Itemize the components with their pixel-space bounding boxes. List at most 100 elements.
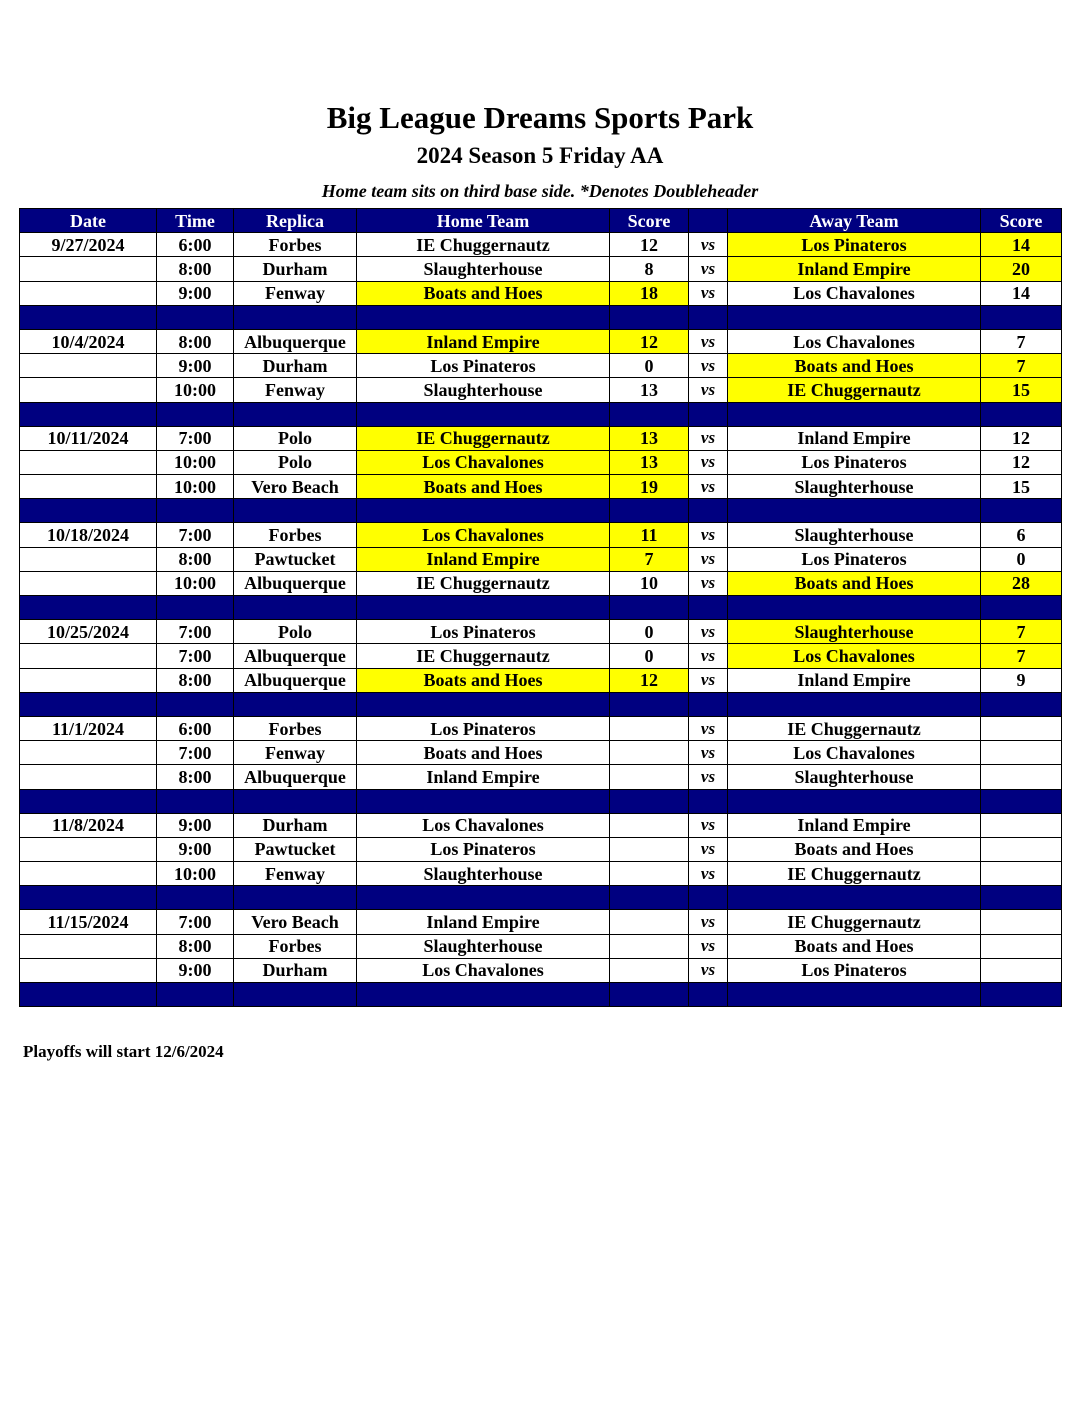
away-team-cell: IE Chuggernautz — [727, 861, 981, 887]
replica-cell: Forbes — [233, 522, 357, 548]
separator-cell — [688, 594, 728, 621]
away-team-cell: IE Chuggernautz — [727, 715, 981, 742]
game-row: 7:00 Fenway Boats and Hoes vs Los Chavalones — [19, 740, 1062, 766]
separator-cell — [19, 401, 157, 427]
game-row: 7:00 Albuquerque IE Chuggernautz 0 vs Los Cha… — [19, 643, 1062, 669]
home-team-cell: Inland Empire — [356, 909, 610, 935]
date-cell — [19, 449, 157, 476]
replica-cell: Vero Beach — [233, 474, 357, 500]
date-cell — [19, 764, 157, 790]
away-score-cell — [980, 909, 1062, 935]
home-score-cell: 13 — [609, 449, 689, 476]
away-score-cell: 15 — [980, 377, 1062, 403]
away-team-cell: Slaughterhouse — [727, 764, 981, 790]
column-header-time: Time — [156, 207, 234, 234]
home-team-cell: Slaughterhouse — [356, 933, 610, 959]
separator-cell — [156, 594, 234, 621]
away-score-cell: 9 — [980, 667, 1062, 693]
vs-cell: vs — [688, 522, 728, 548]
column-header-date: Date — [19, 207, 157, 234]
away-team-cell: IE Chuggernautz — [727, 909, 981, 935]
away-score-cell — [980, 957, 1062, 984]
replica-cell: Fenway — [233, 861, 357, 887]
separator-cell — [609, 401, 689, 427]
separator-cell — [233, 981, 357, 1008]
game-row: 9:00 Pawtucket Los Pinateros vs Boats and Ho… — [19, 836, 1062, 863]
home-score-cell — [609, 836, 689, 863]
page-title: Big League Dreams Sports Park — [326, 100, 754, 135]
home-team-cell: Slaughterhouse — [356, 256, 610, 282]
vs-cell: vs — [688, 740, 728, 766]
date-cell: 10/4/2024 — [19, 328, 157, 355]
separator-cell — [609, 304, 689, 330]
away-score-cell: 0 — [980, 546, 1062, 572]
separator-cell — [727, 691, 981, 717]
away-score-cell: 12 — [980, 425, 1062, 451]
separator-cell — [233, 498, 357, 524]
game-row: 8:00 Durham Slaughterhouse 8 vs Inland Empire… — [19, 256, 1062, 282]
game-row: 8:00 Forbes Slaughterhouse vs Boats and Hoes — [19, 933, 1062, 959]
replica-cell: Polo — [233, 449, 357, 476]
vs-cell: vs — [688, 909, 728, 935]
vs-cell: vs — [688, 570, 728, 597]
vs-cell: vs — [688, 280, 728, 306]
column-header-away-team: Away Team — [727, 207, 981, 234]
time-cell: 7:00 — [156, 425, 234, 451]
home-score-cell — [609, 861, 689, 887]
game-row: 11/1/2024 6:00 Forbes Los Pinateros vs IE Chu… — [19, 715, 1062, 742]
replica-cell: Vero Beach — [233, 909, 357, 935]
home-team-cell: IE Chuggernautz — [356, 570, 610, 597]
game-row: 9:00 Durham Los Chavalones vs Los Pinateros — [19, 957, 1062, 984]
time-cell: 10:00 — [156, 449, 234, 476]
game-row: 10:00 Vero Beach Boats and Hoes 19 vs Slaught… — [19, 474, 1062, 500]
week-separator-row — [19, 885, 1062, 911]
vs-cell: vs — [688, 449, 728, 476]
replica-cell: Forbes — [233, 715, 357, 742]
separator-cell — [688, 304, 728, 330]
vs-cell: vs — [688, 933, 728, 959]
time-cell: 9:00 — [156, 280, 234, 306]
vs-cell: vs — [688, 256, 728, 282]
time-cell: 8:00 — [156, 328, 234, 355]
date-cell — [19, 474, 157, 500]
away-score-cell — [980, 715, 1062, 742]
separator-cell — [609, 498, 689, 524]
home-team-cell: Los Chavalones — [356, 812, 610, 838]
separator-cell — [356, 498, 610, 524]
home-score-cell: 12 — [609, 667, 689, 693]
home-score-cell: 18 — [609, 280, 689, 306]
game-row: 10:00 Fenway Slaughterhouse vs IE Chuggernau… — [19, 861, 1062, 887]
vs-cell: vs — [688, 812, 728, 838]
home-team-cell: Los Pinateros — [356, 619, 610, 645]
replica-cell: Durham — [233, 957, 357, 984]
replica-cell: Polo — [233, 619, 357, 645]
replica-cell: Fenway — [233, 740, 357, 766]
time-cell: 10:00 — [156, 474, 234, 500]
game-row: 9:00 Durham Los Pinateros 0 vs Boats and Hoes… — [19, 353, 1062, 379]
separator-cell — [688, 401, 728, 427]
home-team-cell: Slaughterhouse — [356, 377, 610, 403]
date-cell: 10/18/2024 — [19, 522, 157, 548]
separator-cell — [980, 885, 1062, 911]
home-team-cell: IE Chuggernautz — [356, 425, 610, 451]
time-cell: 8:00 — [156, 764, 234, 790]
time-cell: 10:00 — [156, 377, 234, 403]
separator-cell — [233, 401, 357, 427]
game-row: 11/15/2024 7:00 Vero Beach Inland Empire vs I… — [19, 909, 1062, 935]
separator-cell — [233, 691, 357, 717]
home-score-cell: 7 — [609, 546, 689, 572]
away-score-cell: 20 — [980, 256, 1062, 282]
header-note: Home team sits on third base side. *Deno… — [321, 181, 759, 201]
separator-cell — [356, 594, 610, 621]
away-team-cell: Boats and Hoes — [727, 570, 981, 597]
vs-cell: vs — [688, 474, 728, 500]
home-score-cell: 0 — [609, 353, 689, 379]
game-row: 10/11/2024 7:00 Polo IE Chuggernautz 13 vs Inl… — [19, 425, 1062, 451]
away-score-cell: 7 — [980, 353, 1062, 379]
date-cell — [19, 256, 157, 282]
date-cell — [19, 667, 157, 693]
date-cell — [19, 836, 157, 863]
home-score-cell: 19 — [609, 474, 689, 500]
week-separator-row — [19, 788, 1062, 814]
separator-cell — [156, 691, 234, 717]
